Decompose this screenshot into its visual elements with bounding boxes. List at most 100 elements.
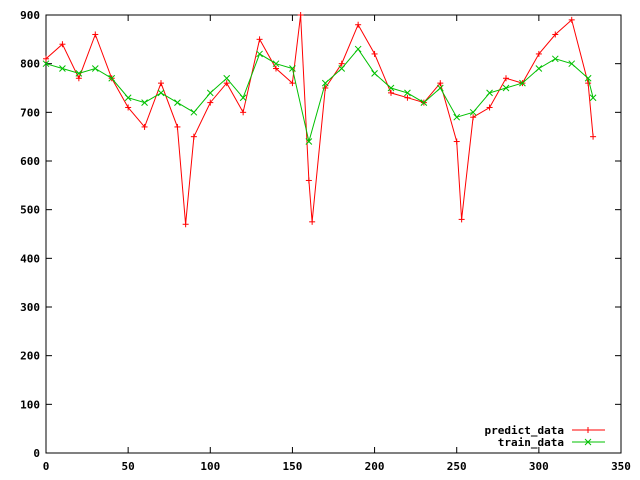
data-point <box>551 55 559 63</box>
data-point <box>585 80 592 87</box>
data-point <box>141 123 148 130</box>
y-tick-label: 200 <box>20 350 40 363</box>
data-point <box>256 36 263 43</box>
data-point <box>182 221 189 228</box>
data-point <box>108 74 116 82</box>
data-point <box>371 50 378 57</box>
data-point <box>503 75 509 82</box>
y-tick-label: 300 <box>20 301 40 314</box>
data-point <box>223 74 231 82</box>
legend-marker <box>584 438 592 446</box>
data-point <box>404 89 411 97</box>
data-point <box>207 99 214 106</box>
data-point <box>75 75 82 82</box>
y-tick-label: 800 <box>20 58 40 71</box>
data-point <box>240 109 247 116</box>
data-point <box>157 89 165 97</box>
axis-ticks: 0 100 200 300 400 500 600 700 800 900 0 50 100 150 200… <box>20 9 631 473</box>
data-point <box>309 218 316 225</box>
data-point <box>206 89 214 97</box>
y-tick-label: 400 <box>20 252 40 265</box>
data-point <box>535 50 542 57</box>
data-point <box>190 133 197 140</box>
y-tick-label: 900 <box>20 9 40 22</box>
y-tick-label: 700 <box>20 106 40 119</box>
x-tick-label: 100 <box>200 460 220 473</box>
data-point <box>272 60 280 68</box>
data-point <box>141 99 148 106</box>
data-point <box>502 84 510 92</box>
data-point <box>289 80 296 87</box>
data-point <box>453 113 461 121</box>
data-point <box>59 41 66 48</box>
data-point <box>371 70 378 77</box>
data-point <box>305 177 312 184</box>
data-point <box>297 12 304 18</box>
legend-label: predict_data <box>485 424 564 437</box>
data-point <box>486 89 493 97</box>
data-point <box>59 65 66 72</box>
series-line <box>45 14 594 225</box>
y-tick-label: 0 <box>33 447 40 460</box>
data-point <box>239 94 247 102</box>
data-point <box>568 16 575 23</box>
x-tick-label: 150 <box>282 460 302 473</box>
x-tick-label: 300 <box>529 460 549 473</box>
data-point <box>43 55 49 62</box>
data-point <box>519 79 526 87</box>
data-point <box>322 85 329 91</box>
series-train_data <box>42 45 597 145</box>
data-point <box>190 108 198 116</box>
data-point <box>436 84 444 92</box>
data-point <box>589 94 597 102</box>
data-point <box>321 79 329 87</box>
series-predict_data <box>43 12 597 228</box>
data-point <box>174 123 181 130</box>
data-point <box>437 80 444 87</box>
data-point <box>404 94 411 101</box>
data-point <box>125 104 132 111</box>
data-point <box>91 65 99 72</box>
x-tick-label: 350 <box>611 460 631 473</box>
data-point <box>388 89 394 96</box>
x-tick-label: 250 <box>447 460 467 473</box>
data-point <box>92 31 99 38</box>
data-point <box>174 99 181 106</box>
y-tick-label: 500 <box>20 204 40 217</box>
data-point <box>305 138 313 145</box>
series-layer <box>42 12 597 228</box>
plot-frame <box>45 14 622 454</box>
data-point <box>552 31 559 38</box>
data-point <box>453 138 460 145</box>
data-point <box>420 99 428 106</box>
data-point <box>75 70 83 77</box>
series-line <box>45 48 594 142</box>
data-point <box>590 133 597 140</box>
data-point <box>338 60 345 67</box>
data-point <box>354 45 362 53</box>
data-point <box>42 60 50 68</box>
data-point <box>387 84 395 92</box>
data-point <box>470 114 477 121</box>
data-point <box>124 94 132 102</box>
data-point <box>458 216 465 223</box>
x-tick-label: 50 <box>122 460 135 473</box>
x-tick-label: 0 <box>43 460 50 473</box>
data-point <box>158 80 164 87</box>
data-point <box>469 108 477 116</box>
data-point <box>256 50 263 58</box>
data-point <box>289 65 296 72</box>
data-point <box>223 80 230 87</box>
data-point <box>584 74 592 82</box>
data-point <box>355 21 362 28</box>
legend-label: train_data <box>498 436 564 449</box>
data-point <box>273 65 279 72</box>
x-tick-label: 200 <box>365 460 385 473</box>
y-tick-label: 100 <box>20 398 40 411</box>
data-point <box>535 65 543 72</box>
data-point <box>486 104 493 111</box>
data-point <box>568 60 576 68</box>
y-tick-label: 600 <box>20 155 40 168</box>
